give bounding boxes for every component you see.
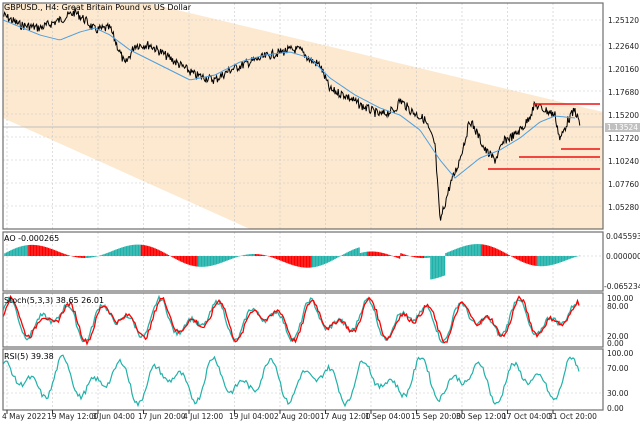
stoch-main-line [2,294,580,344]
price-axis-label: 1.22640 [608,42,640,51]
time-axis-label: 31 Oct 20:00 [548,412,597,421]
ao-axis-label: 0.045593 [606,232,640,241]
ao-axis-label: 0.000000 [606,252,640,261]
price-axis-label: 1.07760 [608,180,640,189]
time-axis-label: 30 Sep 12:00 [456,412,507,421]
stoch-axis-label: 80.00 [607,302,629,311]
ao-axis-label: -0.065234 [604,282,640,291]
price-axis-label: 1.17680 [608,88,640,97]
panel-border [2,2,604,230]
price-axis-label: 1.05280 [608,203,640,212]
time-axis-label: 19 May 12:00 [47,412,99,421]
rsi-axis-label: 70.00 [607,364,629,373]
rsi-axis-label: 0.00 [607,404,624,413]
stoch-axis-label: 20.00 [607,332,629,341]
time-axis-label: 15 Sep 20:00 [411,412,462,421]
time-axis-label: 4 Jul 12:00 [183,412,224,421]
stoch-axis-label: 100.00 [607,294,634,303]
price-axis-label: 1.20160 [608,65,640,74]
time-axis-label: 2 Aug 20:00 [274,412,320,421]
price-line [2,7,581,221]
rsi-axis-label: 30.00 [607,389,629,398]
time-axis-label: 1 Sep 04:00 [365,412,411,421]
time-axis-label: 4 May 2022 [2,412,47,421]
panel-border [2,231,604,292]
rsi-axis-label: 100.00 [607,349,634,358]
price-axis-label: 1.25120 [608,16,640,25]
chart-title: GBPUSD., H4: Great Britain Pound vs US D… [4,3,192,12]
stoch-axis-label: 0.00 [607,339,624,348]
rsi-line [2,354,580,408]
ao-label: AO -0.000265 [4,234,60,243]
moving-average-line [2,19,576,179]
time-axis-label: 19 Jul 04:00 [229,412,274,421]
price-axis-label: 1.12720 [608,134,640,143]
stoch-label: Stoch(5,3,3) 38.65 26.01 [4,296,105,305]
time-axis-label: 17 Jun 20:00 [138,412,186,421]
time-axis-label: 17 Aug 12:00 [320,412,371,421]
price-axis-label: 1.15200 [608,111,640,120]
panel-border [2,348,604,411]
time-axis-label: 3 Jun 04:00 [92,412,135,421]
rsi-label: RSI(5) 39.38 [4,352,54,361]
channel-fill [3,3,603,229]
price-axis-label: 1.10240 [608,157,640,166]
stoch-signal-line [2,294,580,346]
panel-border [2,292,604,348]
time-axis-label: 17 Oct 04:00 [502,412,551,421]
current-price-badge: 1.13524 [605,123,640,132]
